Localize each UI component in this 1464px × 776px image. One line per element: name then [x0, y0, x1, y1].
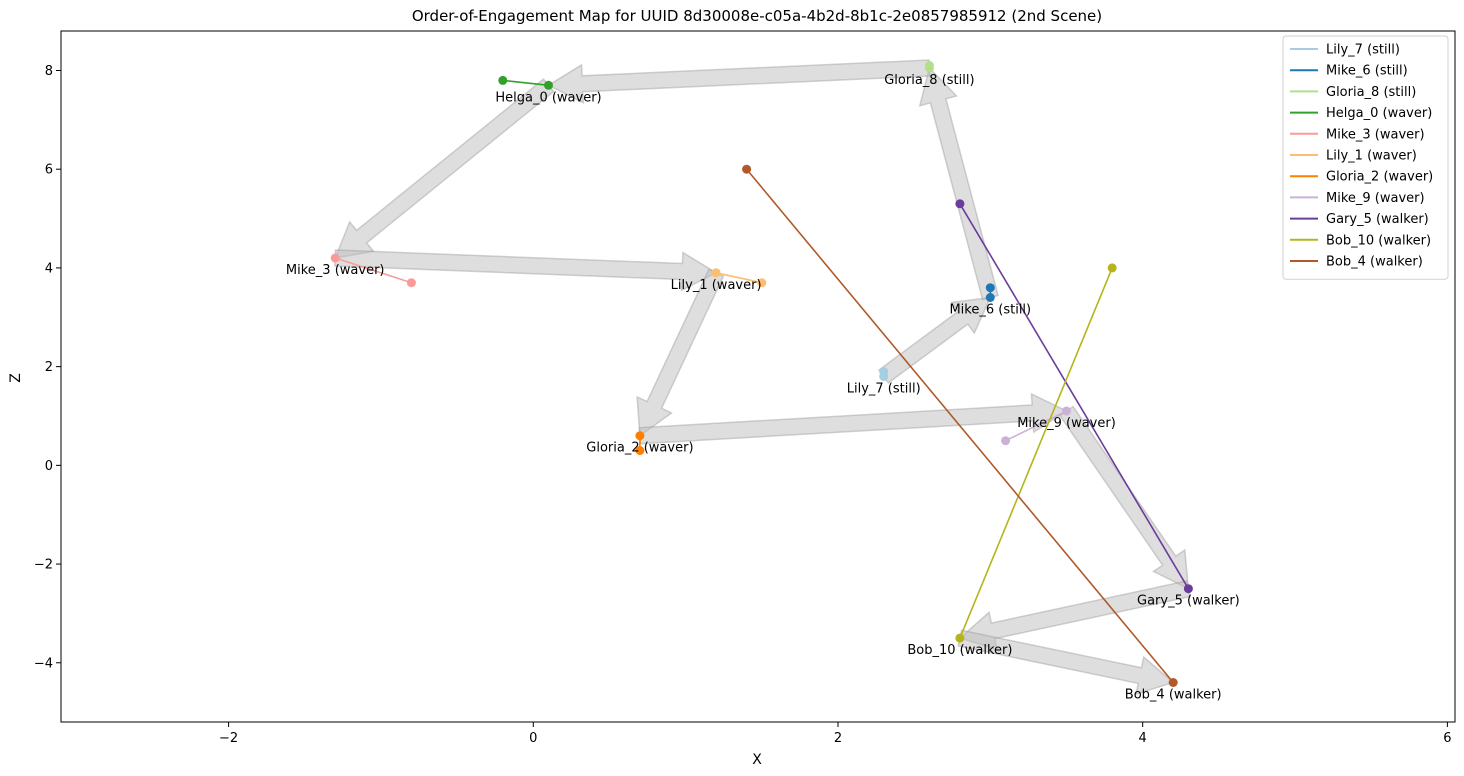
series-bob-4-walker: [742, 164, 1178, 687]
plot-frame: [60, 30, 1456, 723]
point-label-lily-7-still: Lily_7 (still): [847, 382, 921, 397]
y-tick-label-4: 4: [45, 261, 53, 276]
y-axis-label: Z: [8, 373, 24, 383]
legend-entry-mike-3-waver: Mike_3 (waver): [1326, 127, 1425, 142]
series-point-gary-5-walker-1: [1183, 584, 1193, 594]
y-tick-label-0: 0: [45, 459, 53, 474]
series-point-bob-4-walker-1: [1168, 678, 1178, 687]
series-point-helga-0-waver-0: [498, 75, 508, 85]
y-tick-label--2: −2: [34, 558, 53, 573]
legend-entry-lily-7-still: Lily_7 (still): [1326, 43, 1400, 58]
series-point-mike-3-waver-1: [330, 253, 340, 263]
point-label-lily-1-waver: Lily_1 (waver): [671, 278, 762, 293]
y-tick-label-2: 2: [45, 360, 53, 375]
series-point-mike-9-waver-1: [1062, 406, 1071, 416]
point-label-bob-10-walker: Bob_10 (walker): [907, 643, 1012, 658]
point-label-helga-0-waver: Helga_0 (waver): [495, 90, 601, 105]
engagement-arrow-a-4: [1058, 405, 1190, 590]
legend: Lily_7 (still) Mike_6 (still) Gloria_8 (st…: [1282, 35, 1449, 280]
series-point-mike-3-waver-0: [406, 278, 416, 288]
series-point-bob-10-walker-0: [1107, 263, 1117, 273]
point-label-mike-9-waver: Mike_9 (waver): [1017, 416, 1116, 431]
x-tick-label-4: 4: [1139, 731, 1147, 746]
point-labels: Lily_7 (still) Mike_6 (still) Gloria_8 (st…: [286, 73, 1240, 703]
point-label-mike-3-waver: Mike_3 (waver): [286, 263, 385, 278]
series-point-gary-5-walker-0: [955, 199, 965, 209]
engagement-arrow-a-3: [638, 392, 1069, 445]
engagement-arrow-a-0: [334, 78, 555, 259]
point-label-gloria-8-still: Gloria_8 (still): [884, 73, 974, 88]
series-point-helga-0-waver-1: [544, 80, 553, 90]
engagement-arrow-a-2: [636, 268, 725, 438]
series-point-lily-1-waver-0: [757, 278, 767, 288]
series-bob-10-walker: [955, 263, 1117, 643]
series-lily-1-waver: [711, 268, 767, 288]
legend-entry-mike-6-still: Mike_6 (still): [1326, 64, 1408, 79]
series-gloria-8-still: [924, 61, 934, 73]
legend-entry-helga-0-waver: Helga_0 (waver): [1326, 106, 1432, 121]
legend-entry-gary-5-walker: Gary_5 (walker): [1326, 212, 1429, 227]
point-label-bob-4-walker: Bob_4 (walker): [1125, 688, 1222, 703]
legend-entry-gloria-8-still: Gloria_8 (still): [1326, 85, 1416, 100]
series-helga-0-waver: [498, 75, 553, 90]
series-line-bob-4-walker: [745, 168, 1174, 684]
x-tick-label-2: 2: [834, 731, 842, 746]
series-point-bob-10-walker-1: [955, 633, 965, 643]
legend-entry-mike-9-waver: Mike_9 (waver): [1326, 191, 1425, 206]
engagement-arrow-b-2: [546, 59, 931, 104]
y-tick-label--4: −4: [34, 656, 53, 671]
engagement-arrows: [334, 59, 1191, 696]
legend-entry-gloria-2-waver: Gloria_2 (waver): [1326, 170, 1433, 185]
y-tick-label-6: 6: [45, 163, 53, 178]
series-mike-9-waver: [1001, 406, 1071, 446]
x-tick-label-0: 0: [529, 731, 537, 746]
series-line-helga-0-waver: [502, 79, 549, 87]
legend-box: [1282, 35, 1449, 280]
series-gary-5-walker: [955, 199, 1193, 594]
series-line-mike-3-waver: [334, 257, 412, 284]
legend-entry-lily-1-waver: Lily_1 (waver): [1326, 149, 1417, 164]
series-point-lily-1-waver-1: [711, 268, 721, 278]
series-point-gloria-2-waver-1: [635, 431, 645, 441]
series-point-bob-4-walker-0: [742, 164, 752, 174]
series-point-mike-6-still-0: [985, 283, 995, 293]
series-mike-3-waver: [330, 253, 416, 288]
engagement-arrow-a-1: [334, 249, 718, 292]
series-point-gloria-2-waver-0: [635, 446, 645, 455]
point-label-gloria-2-waver: Gloria_2 (waver): [586, 441, 693, 456]
series-point-gloria-8-still-1: [924, 63, 934, 73]
engagement-arrow-b-1: [918, 66, 1000, 301]
series-point-mike-9-waver-0: [1001, 436, 1011, 446]
series-point-mike-6-still-1: [985, 293, 995, 302]
series-layer: [330, 61, 1193, 687]
series-point-lily-7-still-1: [879, 372, 889, 381]
series-line-lily-1-waver: [715, 272, 762, 284]
y-tick-label-8: 8: [45, 64, 53, 79]
point-label-mike-6-still: Mike_6 (still): [949, 303, 1031, 318]
series-line-mike-9-waver: [1005, 410, 1067, 442]
engagement-arrow-a-6: [957, 629, 1175, 696]
legend-entry-bob-4-walker: Bob_4 (walker): [1326, 255, 1423, 270]
series-line-gary-5-walker: [959, 203, 1190, 590]
series-lily-7-still: [879, 367, 889, 381]
series-line-bob-10-walker: [959, 267, 1113, 639]
x-axis-label: X: [752, 752, 762, 768]
chart-title: Order-of-Engagement Map for UUID 8d30008…: [412, 7, 1102, 25]
x-tick-label--2: −2: [219, 731, 238, 746]
series-gloria-2-waver: [635, 431, 645, 455]
axis-ticks: −2 0 2 4 6 −4 −2 0 2 4 6 8: [34, 64, 1452, 746]
legend-entry-bob-10-walker: Bob_10 (walker): [1326, 233, 1431, 248]
series-mike-6-still: [985, 283, 995, 302]
point-label-gary-5-walker: Gary_5 (walker): [1137, 594, 1240, 609]
x-tick-label-6: 6: [1443, 731, 1451, 746]
